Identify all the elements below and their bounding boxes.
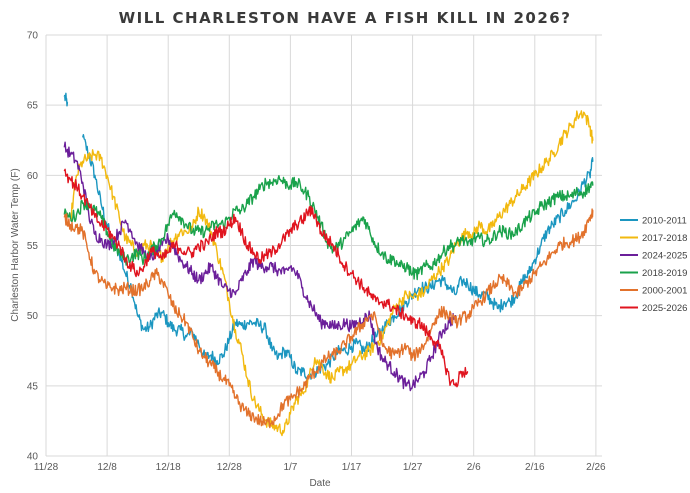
x-axis-title: Date: [309, 478, 331, 489]
x-tick-label: 2/6: [467, 462, 481, 473]
legend-label: 2018-2019: [642, 268, 687, 279]
y-tick-label: 50: [27, 311, 39, 322]
series-line-2000-2001: [63, 208, 594, 429]
y-tick-label: 60: [27, 171, 39, 182]
y-tick-label: 55: [27, 241, 39, 252]
y-axis-title: Charleston Harbor Water Temp (F): [10, 168, 21, 321]
x-tick-label: 12/8: [97, 462, 117, 473]
series-line-2024-2025: [63, 141, 457, 392]
x-tick-label: 11/28: [34, 462, 59, 473]
legend-label: 2017-2018: [642, 233, 687, 244]
series-line-2017-2018: [69, 110, 594, 437]
y-tick-label: 70: [27, 31, 39, 42]
series-line-2025-2026: [63, 168, 469, 388]
legend-label: 2010-2011: [642, 216, 687, 227]
chart-title: WILL CHARLESTON HAVE A FISH KILL IN 2026…: [119, 9, 572, 27]
x-tick-label: 1/7: [283, 462, 297, 473]
x-tick-label: 1/17: [342, 462, 362, 473]
series-line-2018-2019: [63, 175, 594, 281]
legend-label: 2024-2025: [642, 251, 687, 262]
x-tick-label: 12/18: [156, 462, 181, 473]
y-tick-label: 40: [27, 452, 39, 463]
x-tick-label: 2/16: [525, 462, 545, 473]
y-tick-label: 45: [27, 381, 39, 392]
grid-layer: [45, 34, 602, 457]
series-line-2010-2011: [63, 92, 594, 380]
x-tick-label: 12/28: [217, 462, 242, 473]
series-layer: [63, 92, 594, 437]
legend-label: 2000-2001: [642, 286, 687, 297]
x-tick-label: 2/26: [586, 462, 606, 473]
y-tick-label: 65: [27, 101, 39, 112]
legend: 2010-2011 2017-2018 2024-2025 2018-2019 2000…: [620, 216, 687, 314]
tick-layer: 40 45 50 55 60 65 70 11/28 12/8 12/18 12/28 1/7 1/17…: [27, 31, 606, 474]
legend-label: 2025-2026: [642, 303, 687, 314]
x-tick-label: 1/27: [403, 462, 423, 473]
